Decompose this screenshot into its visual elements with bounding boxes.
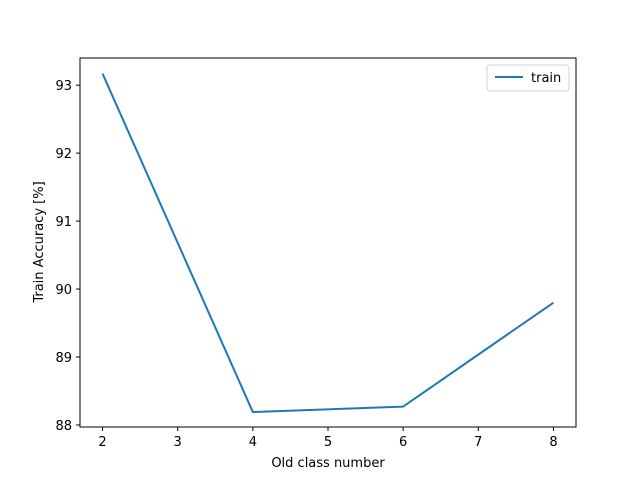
x-tick-label: 2	[98, 435, 106, 450]
y-axis-label: Train Accuracy [%]	[32, 181, 47, 303]
y-axis-ticks: 88 89 90 91 92 93	[55, 79, 80, 434]
series-layer	[101, 73, 555, 414]
y-tick-label: 90	[55, 283, 72, 298]
x-tick-label: 4	[249, 435, 257, 450]
x-tick-label: 6	[399, 435, 407, 450]
x-axis-ticks: 2 3 4 5 6 7 8	[98, 427, 558, 450]
y-tick-label: 91	[55, 215, 72, 230]
x-tick-label: 3	[174, 435, 182, 450]
x-tick-label: 7	[474, 435, 482, 450]
y-tick-label: 88	[55, 419, 72, 434]
series-line-train	[101, 73, 555, 414]
legend: train	[486, 64, 570, 92]
x-tick-label: 5	[324, 435, 332, 450]
legend-label-train: train	[531, 71, 561, 86]
plot-frame	[79, 57, 577, 428]
y-tick-label: 93	[55, 79, 72, 94]
y-tick-label: 89	[55, 351, 72, 366]
legend-box	[486, 64, 570, 92]
x-axis-label: Old class number	[271, 456, 385, 471]
x-tick-label: 8	[549, 435, 557, 450]
y-tick-label: 92	[55, 147, 72, 162]
